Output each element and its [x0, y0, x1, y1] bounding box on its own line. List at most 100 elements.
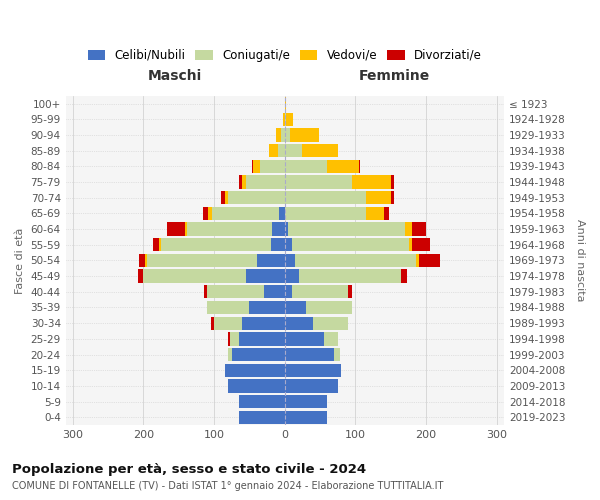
- Bar: [275, 128, 281, 141]
- Bar: [283, 112, 285, 126]
- Bar: [285, 270, 299, 283]
- Bar: [285, 144, 302, 158]
- Bar: [260, 160, 285, 173]
- Bar: [239, 332, 285, 345]
- Bar: [289, 222, 405, 235]
- Bar: [167, 222, 185, 235]
- Bar: [286, 112, 293, 126]
- Bar: [412, 222, 426, 235]
- Bar: [159, 238, 161, 252]
- Bar: [416, 254, 419, 267]
- Bar: [225, 364, 285, 377]
- Bar: [285, 332, 323, 345]
- Legend: Celibi/Nubili, Coniugati/e, Vedovi/e, Divorziati/e: Celibi/Nubili, Coniugati/e, Vedovi/e, Di…: [88, 49, 482, 62]
- Bar: [161, 238, 271, 252]
- Bar: [147, 254, 257, 267]
- Bar: [285, 254, 295, 267]
- Bar: [349, 285, 352, 298]
- Bar: [285, 395, 327, 408]
- Bar: [285, 112, 286, 126]
- Bar: [228, 332, 230, 345]
- Bar: [285, 176, 352, 188]
- Bar: [228, 348, 232, 361]
- Bar: [285, 348, 334, 361]
- Y-axis label: Fasce di età: Fasce di età: [15, 227, 25, 294]
- Bar: [323, 332, 338, 345]
- Bar: [401, 270, 407, 283]
- Bar: [185, 222, 187, 235]
- Bar: [242, 176, 246, 188]
- Bar: [271, 238, 285, 252]
- Bar: [214, 316, 242, 330]
- Bar: [285, 128, 290, 141]
- Bar: [285, 380, 338, 392]
- Bar: [334, 348, 340, 361]
- Bar: [221, 191, 225, 204]
- Bar: [187, 222, 272, 235]
- Bar: [292, 238, 409, 252]
- Bar: [230, 332, 239, 345]
- Bar: [285, 238, 292, 252]
- Bar: [138, 270, 143, 283]
- Bar: [207, 285, 263, 298]
- Bar: [263, 285, 285, 298]
- Bar: [139, 254, 145, 267]
- Bar: [419, 254, 440, 267]
- Bar: [281, 128, 285, 141]
- Bar: [228, 191, 285, 204]
- Bar: [285, 364, 341, 377]
- Text: COMUNE DI FONTANELLE (TV) - Dati ISTAT 1° gennaio 2024 - Elaborazione TUTTITALIA: COMUNE DI FONTANELLE (TV) - Dati ISTAT 1…: [12, 481, 443, 491]
- Bar: [306, 301, 352, 314]
- Y-axis label: Anni di nascita: Anni di nascita: [575, 219, 585, 302]
- Bar: [412, 238, 430, 252]
- Bar: [285, 316, 313, 330]
- Bar: [405, 222, 412, 235]
- Text: Femmine: Femmine: [359, 69, 430, 83]
- Bar: [327, 160, 359, 173]
- Bar: [285, 191, 366, 204]
- Bar: [228, 380, 285, 392]
- Text: Popolazione per età, sesso e stato civile - 2024: Popolazione per età, sesso e stato civil…: [12, 462, 366, 475]
- Bar: [285, 301, 306, 314]
- Bar: [299, 270, 401, 283]
- Bar: [384, 206, 389, 220]
- Bar: [391, 176, 394, 188]
- Bar: [391, 191, 394, 204]
- Bar: [225, 191, 228, 204]
- Bar: [279, 206, 285, 220]
- Bar: [285, 160, 327, 173]
- Bar: [366, 191, 391, 204]
- Bar: [203, 206, 208, 220]
- Bar: [359, 160, 361, 173]
- Bar: [251, 160, 253, 173]
- Bar: [292, 285, 349, 298]
- Bar: [203, 285, 207, 298]
- Bar: [246, 270, 285, 283]
- Bar: [285, 206, 366, 220]
- Bar: [313, 316, 349, 330]
- Bar: [285, 285, 292, 298]
- Bar: [409, 238, 412, 252]
- Text: Maschi: Maschi: [148, 69, 202, 83]
- Bar: [239, 410, 285, 424]
- Bar: [366, 206, 384, 220]
- Bar: [207, 301, 250, 314]
- Bar: [212, 206, 279, 220]
- Bar: [145, 254, 147, 267]
- Bar: [285, 97, 286, 110]
- Bar: [242, 316, 285, 330]
- Bar: [208, 206, 212, 220]
- Bar: [211, 316, 214, 330]
- Bar: [352, 176, 391, 188]
- Bar: [239, 176, 242, 188]
- Bar: [250, 301, 285, 314]
- Bar: [290, 128, 319, 141]
- Bar: [272, 222, 285, 235]
- Bar: [154, 238, 159, 252]
- Bar: [295, 254, 416, 267]
- Bar: [257, 254, 285, 267]
- Bar: [246, 176, 285, 188]
- Bar: [232, 348, 285, 361]
- Bar: [269, 144, 278, 158]
- Bar: [143, 270, 246, 283]
